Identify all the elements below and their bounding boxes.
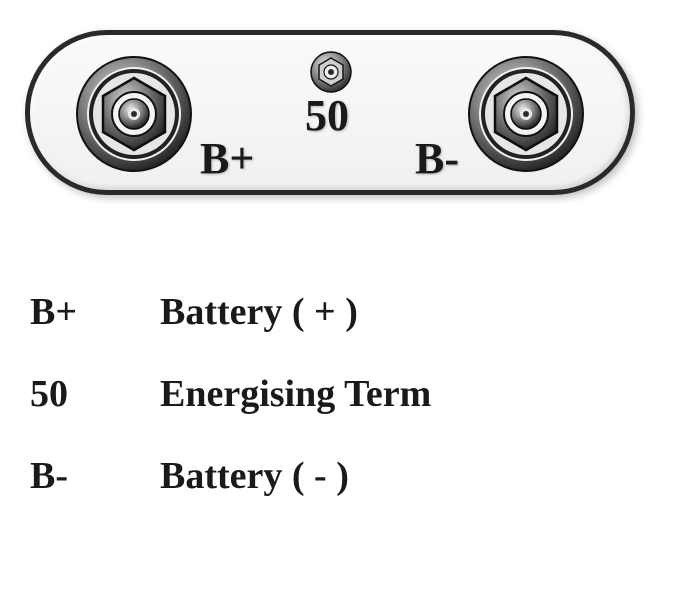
legend-row: B+ Battery ( + ) <box>30 290 650 334</box>
legend-key: B+ <box>30 290 160 334</box>
legend-row: 50 Energising Term <box>30 372 650 416</box>
label-b-minus: B- <box>415 133 459 184</box>
bolt-positive <box>75 55 193 173</box>
bolt-negative <box>467 55 585 173</box>
legend-desc: Energising Term <box>160 372 431 416</box>
legend-key: B- <box>30 454 160 498</box>
legend-desc: Battery ( - ) <box>160 454 349 498</box>
legend-desc: Battery ( + ) <box>160 290 358 334</box>
legend-key: 50 <box>30 372 160 416</box>
terminal-panel: 50 B+ B- <box>25 30 635 195</box>
legend-row: B- Battery ( - ) <box>30 454 650 498</box>
label-50: 50 <box>305 90 349 141</box>
label-b-plus: B+ <box>200 133 254 184</box>
legend: B+ Battery ( + ) 50 Energising Term B- B… <box>30 290 650 536</box>
bolt-energising <box>309 50 353 94</box>
